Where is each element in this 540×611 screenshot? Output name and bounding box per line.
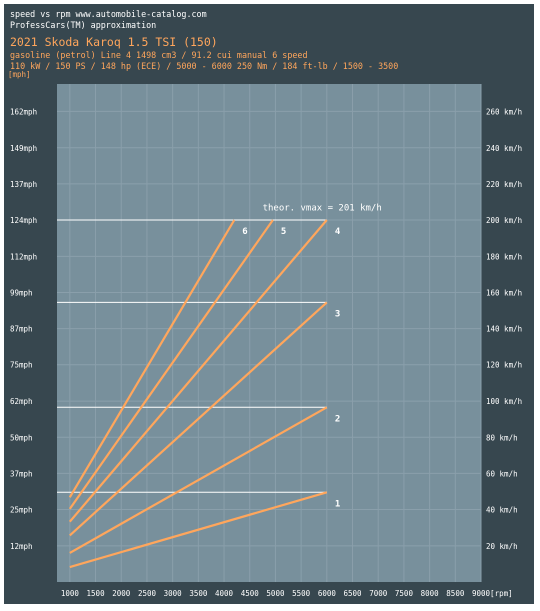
y2-tick-label: 80 km/h	[486, 433, 518, 442]
y2-tick-label: 100 km/h	[486, 397, 522, 406]
y2-tick-label: 240 km/h	[486, 144, 522, 153]
y2-tick-label: 20 km/h	[486, 542, 518, 551]
y-tick-label: 50mph	[10, 433, 33, 442]
x-tick-label: 1500	[87, 589, 106, 598]
x-tick-label: 3500	[189, 589, 208, 598]
chart-frame: speed vs rpm www.automobile-catalog.com …	[4, 4, 534, 604]
x-tick-label: 7500	[395, 589, 414, 598]
y-axis-unit-label: [mph]	[8, 70, 31, 79]
y2-tick-label: 180 km/h	[486, 252, 522, 261]
y-tick-label: 62mph	[10, 397, 33, 406]
y2-tick-label: 60 km/h	[486, 469, 518, 478]
gear-line-5	[68, 219, 274, 510]
y-tick-label: 37mph	[10, 469, 33, 478]
source-line: speed vs rpm www.automobile-catalog.com	[10, 9, 207, 19]
x-tick-label: 8000	[421, 589, 440, 598]
gear-label-1: 1	[335, 499, 340, 509]
y-tick-label: 137mph	[10, 180, 37, 189]
y2-tick-label: 160 km/h	[486, 289, 522, 298]
gear-label-6: 6	[242, 227, 247, 237]
x-tick-label: 4500	[241, 589, 260, 598]
x-tick-label: 4000	[215, 589, 234, 598]
y-tick-label: 162mph	[10, 107, 37, 116]
power-spec-line: 110 kW / 150 PS / 148 hp (ECE) / 5000 - …	[10, 61, 399, 71]
x-tick-label: 9000[rpm]	[472, 589, 513, 598]
y-tick-label: 25mph	[10, 505, 33, 514]
gear-line-4	[68, 219, 328, 523]
y2-tick-label: 220 km/h	[486, 180, 522, 189]
y-tick-label: 12mph	[10, 542, 33, 551]
vmax-annotation: theor. vmax = 201 km/h	[263, 204, 382, 214]
x-tick-label: 5000	[266, 589, 285, 598]
y-tick-label: 75mph	[10, 361, 33, 370]
gear-label-5: 5	[281, 227, 286, 237]
plot-area	[57, 84, 481, 582]
x-tick-label: 5500	[292, 589, 311, 598]
y2-tick-label: 40 km/h	[486, 505, 518, 514]
x-tick-label: 6000	[318, 589, 337, 598]
x-tick-label: 2500	[138, 589, 157, 598]
speed-rpm-chart: 1 2 3 4 5 6 theor. vmax = 201 km/h 12mph 25mph 37…	[10, 84, 522, 598]
y2-tick-label: 120 km/h	[486, 361, 522, 370]
y2-tick-label: 200 km/h	[486, 216, 522, 225]
x-tick-label: 1000	[61, 589, 80, 598]
gear-label-2: 2	[335, 414, 340, 424]
gear-line-2	[69, 406, 328, 554]
y2-tick-label: 140 km/h	[486, 325, 522, 334]
x-tick-label: 7000	[369, 589, 388, 598]
x-tick-label: 3000	[164, 589, 183, 598]
y-tick-label: 99mph	[10, 289, 33, 298]
gear-line-1	[69, 491, 328, 569]
gear-line-3	[69, 301, 328, 537]
x-tick-label: 8500	[446, 589, 465, 598]
y-tick-label: 124mph	[10, 216, 37, 225]
y-tick-label: 112mph	[10, 252, 37, 261]
x-tick-label: 6500	[344, 589, 363, 598]
y-tick-label: 149mph	[10, 144, 37, 153]
y-tick-label: 87mph	[10, 325, 33, 334]
gear-line-6	[68, 219, 236, 498]
approximation-line: ProfessCars(TM) approximation	[10, 20, 157, 30]
engine-spec-line: gasoline (petrol) Line 4 1498 cm3 / 91.2…	[10, 50, 308, 60]
gear-label-3: 3	[335, 309, 340, 319]
chart-title: 2021 Skoda Karoq 1.5 TSI (150)	[10, 35, 218, 49]
gear-label-4: 4	[335, 227, 341, 237]
y2-tick-label: 260 km/h	[486, 107, 522, 116]
x-tick-label: 2000	[112, 589, 131, 598]
